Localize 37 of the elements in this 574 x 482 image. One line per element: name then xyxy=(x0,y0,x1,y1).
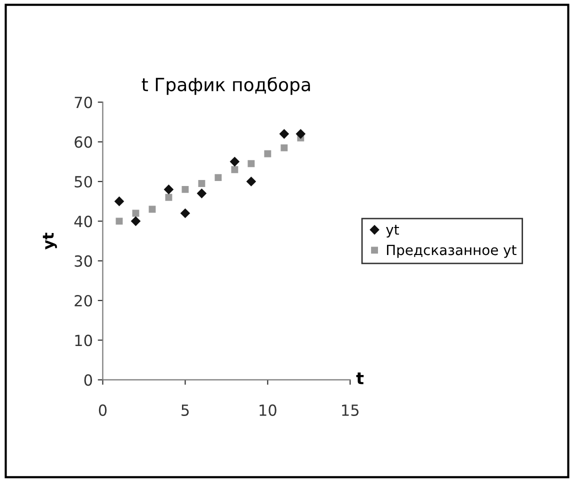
point xyxy=(264,150,272,158)
y-tick-label: 20 xyxy=(74,294,92,307)
point xyxy=(230,157,240,166)
point xyxy=(296,129,306,139)
y-tick-label: 70 xyxy=(74,96,92,108)
x-tick-label: 10 xyxy=(260,404,276,416)
legend-label: Предсказанное yt xyxy=(387,244,516,258)
point xyxy=(214,174,222,182)
point xyxy=(114,196,124,206)
point xyxy=(116,218,123,225)
point xyxy=(180,208,190,218)
y-tick-label: 50 xyxy=(74,176,92,188)
y-axis-title: yt xyxy=(42,232,57,250)
point xyxy=(248,160,255,168)
point xyxy=(132,210,140,217)
x-axis-title: t xyxy=(356,372,364,384)
point xyxy=(198,180,206,187)
y-tick-label: 0 xyxy=(84,374,92,386)
chart-title: t График подбора xyxy=(142,77,310,95)
point xyxy=(197,188,206,198)
point xyxy=(165,194,172,201)
point xyxy=(182,186,189,193)
point xyxy=(131,216,140,226)
point xyxy=(231,166,238,174)
y-tick-label: 30 xyxy=(74,255,92,267)
y-tick-label: 10 xyxy=(75,334,92,346)
point xyxy=(280,144,288,152)
point xyxy=(246,176,256,186)
legend-label: yt xyxy=(386,224,399,238)
x-tick-label: 5 xyxy=(182,404,189,416)
y-tick-label: 40 xyxy=(74,216,92,228)
point xyxy=(148,206,156,213)
x-tick-label: 15 xyxy=(342,404,359,416)
y-tick-label: 60 xyxy=(74,136,92,148)
point xyxy=(280,129,289,139)
point xyxy=(164,184,174,194)
x-tick-label: 0 xyxy=(98,404,107,416)
